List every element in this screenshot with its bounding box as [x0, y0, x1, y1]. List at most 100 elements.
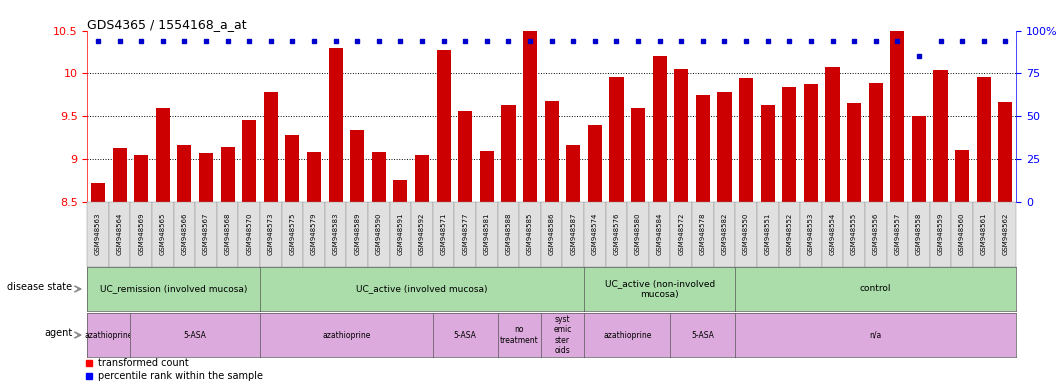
Bar [199, 153, 213, 202]
Text: GSM948569: GSM948569 [138, 213, 145, 255]
Bar [155, 108, 170, 202]
Bar [566, 145, 580, 202]
Bar [394, 180, 408, 202]
Bar [977, 77, 991, 202]
Text: transformed count: transformed count [98, 358, 188, 368]
Bar [134, 155, 148, 202]
Text: n/a: n/a [869, 331, 882, 339]
Text: GSM948578: GSM948578 [700, 213, 705, 255]
Text: GSM948576: GSM948576 [614, 213, 619, 255]
Text: GSM948567: GSM948567 [203, 213, 209, 255]
Bar [350, 130, 364, 202]
Text: GSM948551: GSM948551 [765, 213, 770, 255]
Text: GSM948568: GSM948568 [225, 213, 231, 255]
Text: azathioprine: azathioprine [322, 331, 370, 339]
Text: UC_active (involved mucosa): UC_active (involved mucosa) [356, 285, 487, 293]
Text: GSM948565: GSM948565 [160, 213, 166, 255]
Text: GSM948552: GSM948552 [786, 213, 793, 255]
Text: disease state: disease state [7, 282, 72, 292]
Text: GSM948556: GSM948556 [872, 213, 879, 255]
Text: GSM948572: GSM948572 [678, 213, 684, 255]
Text: GDS4365 / 1554168_a_at: GDS4365 / 1554168_a_at [87, 18, 247, 31]
Text: UC_remission (involved mucosa): UC_remission (involved mucosa) [100, 285, 247, 293]
Text: GSM948555: GSM948555 [851, 213, 858, 255]
Bar [933, 70, 948, 202]
Bar [371, 152, 386, 202]
Bar [220, 147, 235, 202]
Bar [545, 101, 559, 202]
Text: GSM948588: GSM948588 [505, 213, 512, 255]
Bar [826, 66, 839, 202]
Text: GSM948558: GSM948558 [916, 213, 921, 255]
Bar [523, 20, 537, 202]
Text: GSM948554: GSM948554 [830, 213, 835, 255]
Text: GSM948587: GSM948587 [570, 213, 577, 255]
Text: GSM948590: GSM948590 [376, 213, 382, 255]
Text: syst
emic
ster
oids: syst emic ster oids [553, 315, 571, 355]
Text: GSM948591: GSM948591 [398, 213, 403, 255]
Bar [868, 83, 883, 202]
Text: 5-ASA: 5-ASA [692, 331, 714, 339]
Bar [178, 145, 192, 202]
Bar [588, 125, 602, 202]
Bar [285, 135, 299, 202]
Bar [761, 105, 775, 202]
Bar [955, 151, 969, 202]
Bar [717, 92, 732, 202]
Bar [652, 56, 667, 202]
Text: GSM948574: GSM948574 [592, 213, 598, 255]
Bar [113, 148, 127, 202]
Text: control: control [860, 285, 892, 293]
Bar [436, 50, 451, 202]
Text: GSM948563: GSM948563 [95, 213, 101, 255]
Text: GSM948557: GSM948557 [895, 213, 900, 255]
Text: GSM948583: GSM948583 [333, 213, 338, 255]
Text: GSM948559: GSM948559 [937, 213, 944, 255]
Text: azathioprine: azathioprine [85, 331, 133, 339]
Bar [459, 111, 472, 202]
Text: no
treatment: no treatment [500, 325, 538, 345]
Text: percentile rank within the sample: percentile rank within the sample [98, 371, 263, 381]
Bar [912, 116, 926, 202]
Bar [480, 151, 494, 202]
Text: 5-ASA: 5-ASA [184, 331, 206, 339]
Text: GSM948586: GSM948586 [549, 213, 554, 255]
Bar [501, 105, 515, 202]
Text: GSM948577: GSM948577 [462, 213, 468, 255]
Text: GSM948553: GSM948553 [808, 213, 814, 255]
Text: GSM948570: GSM948570 [246, 213, 252, 255]
Bar [675, 69, 688, 202]
Text: UC_active (non-involved
mucosa): UC_active (non-involved mucosa) [604, 279, 715, 299]
Bar [264, 92, 278, 202]
Text: GSM948580: GSM948580 [635, 213, 642, 255]
Bar [243, 121, 256, 202]
Text: GSM948550: GSM948550 [743, 213, 749, 255]
Text: GSM948589: GSM948589 [354, 213, 361, 255]
Bar [998, 103, 1012, 202]
Text: GSM948566: GSM948566 [182, 213, 187, 255]
Text: GSM948571: GSM948571 [440, 213, 447, 255]
Text: GSM948564: GSM948564 [117, 213, 122, 255]
Text: GSM948560: GSM948560 [959, 213, 965, 255]
Text: GSM948585: GSM948585 [527, 213, 533, 255]
Text: GSM948573: GSM948573 [268, 213, 273, 255]
Text: GSM948562: GSM948562 [1002, 213, 1009, 255]
Bar [307, 152, 321, 202]
Bar [804, 84, 818, 202]
Text: GSM948592: GSM948592 [419, 213, 426, 255]
Bar [696, 95, 710, 202]
Text: GSM948582: GSM948582 [721, 213, 728, 255]
Bar [847, 103, 861, 202]
Text: agent: agent [44, 328, 72, 338]
Text: GSM948561: GSM948561 [981, 213, 986, 255]
Text: GSM948575: GSM948575 [289, 213, 296, 255]
Bar [631, 108, 645, 202]
Bar [782, 87, 796, 202]
Text: GSM948579: GSM948579 [311, 213, 317, 255]
Bar [329, 48, 343, 202]
Bar [891, 31, 904, 202]
Text: GSM948584: GSM948584 [656, 213, 663, 255]
Bar [610, 77, 624, 202]
Bar [92, 183, 105, 202]
Text: GSM948581: GSM948581 [484, 213, 489, 255]
